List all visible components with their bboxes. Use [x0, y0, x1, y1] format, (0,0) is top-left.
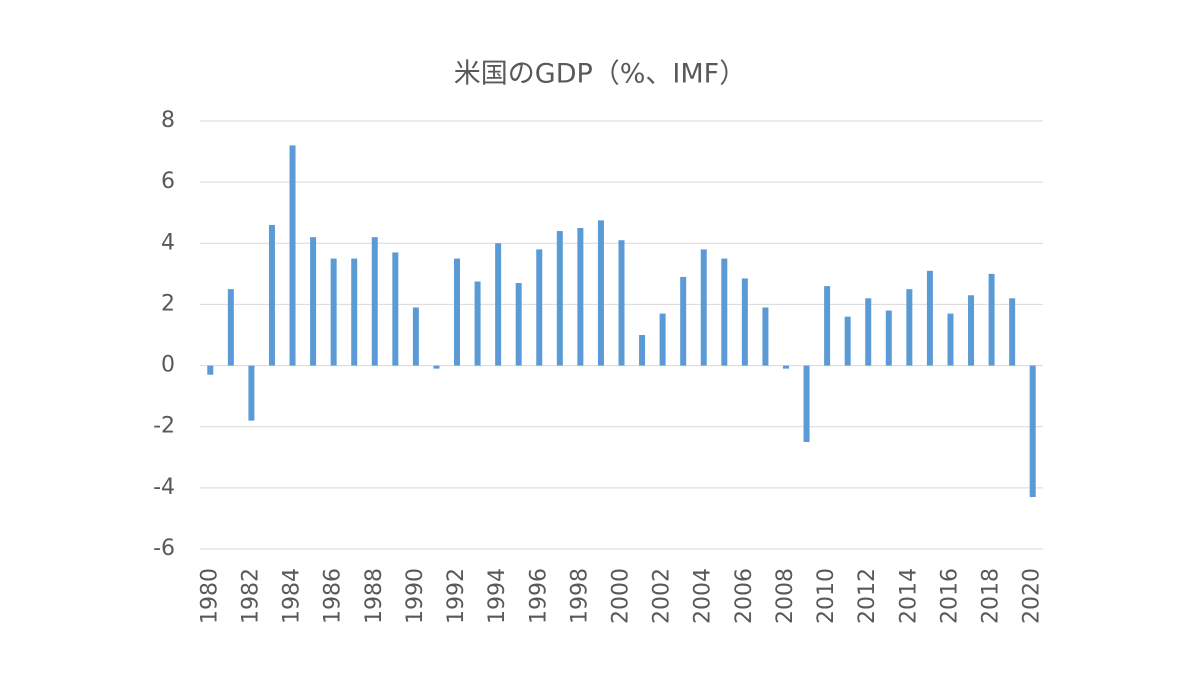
x-tick-label: 1994: [485, 568, 510, 624]
x-tick-label: 1992: [444, 568, 469, 624]
bar: [618, 240, 625, 366]
bar: [721, 258, 728, 366]
bar: [310, 237, 317, 366]
bar: [926, 270, 933, 366]
bar: [1029, 365, 1036, 498]
x-tick-label: 2006: [732, 568, 757, 624]
bar: [988, 273, 995, 366]
bar: [639, 335, 646, 366]
x-tick-label: 1986: [321, 568, 346, 624]
chart-title: 米国のGDP（%、IMF）: [454, 59, 746, 90]
bar: [556, 231, 563, 366]
y-tick-label: -2: [153, 414, 175, 439]
bar: [207, 365, 214, 375]
y-tick-label: 6: [161, 169, 175, 194]
x-tick-label: 2014: [896, 568, 921, 624]
x-tick-label: 2012: [855, 568, 880, 624]
bar: [782, 365, 789, 369]
bar: [597, 220, 604, 366]
x-tick-label: 1996: [526, 568, 551, 624]
bar: [844, 316, 851, 366]
bar: [885, 310, 892, 366]
x-tick-label: 1982: [238, 568, 263, 624]
bar: [289, 145, 296, 366]
x-tick-label: 2010: [814, 568, 839, 624]
bar: [968, 295, 975, 366]
x-tick-label: 1988: [362, 568, 387, 624]
y-tick-label: -6: [153, 536, 175, 561]
bar: [454, 258, 461, 366]
bar: [659, 313, 666, 366]
bar: [536, 249, 543, 366]
y-tick-label: 2: [161, 291, 175, 316]
bar: [351, 258, 358, 366]
bar: [865, 298, 872, 366]
bar: [824, 286, 831, 366]
x-tick-label: 1990: [403, 568, 428, 624]
bar: [680, 276, 687, 366]
y-tick-label: 8: [161, 108, 175, 133]
x-tick-label: 2016: [937, 568, 962, 624]
bar: [803, 365, 810, 442]
x-tick-label: 1998: [567, 568, 592, 624]
bar: [433, 365, 440, 369]
y-tick-label: -4: [153, 475, 175, 500]
x-tick-label: 2004: [691, 568, 716, 624]
x-tick-label: 2000: [609, 568, 634, 624]
x-tick-label: 1980: [197, 568, 222, 624]
bar: [268, 224, 275, 366]
bar: [741, 278, 748, 366]
y-tick-label: 0: [161, 353, 175, 378]
x-tick-label: 2002: [650, 568, 675, 624]
bar: [515, 283, 522, 366]
x-tick-label: 2020: [1020, 568, 1045, 624]
bar: [700, 249, 707, 366]
bar: [330, 258, 337, 366]
bar: [947, 313, 954, 366]
bar: [577, 228, 584, 366]
bar: [412, 307, 419, 366]
x-tick-label: 2018: [979, 568, 1004, 624]
bar: [762, 307, 769, 366]
bar: [392, 252, 399, 366]
y-tick-label: 4: [161, 230, 175, 255]
bar: [474, 281, 481, 366]
x-tick-label: 2008: [773, 568, 798, 624]
bar: [906, 289, 913, 366]
bar: [371, 237, 378, 366]
bar: [227, 289, 234, 366]
bar: [1009, 298, 1016, 366]
bar: [248, 365, 255, 421]
bar: [495, 243, 502, 366]
x-tick-label: 1984: [280, 568, 305, 624]
